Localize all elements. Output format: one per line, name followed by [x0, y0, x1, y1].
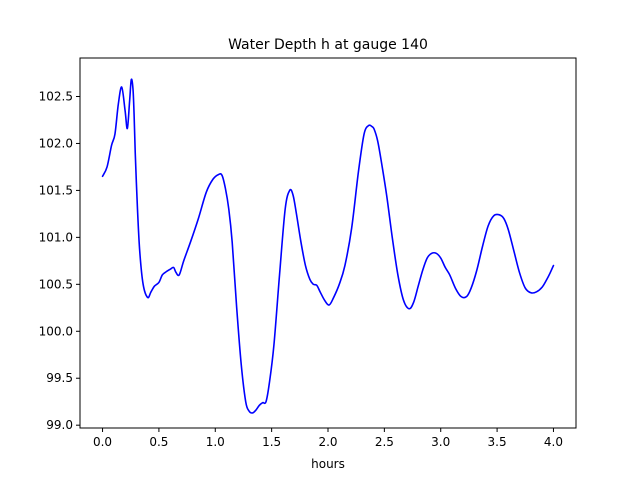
- series-line-0: [101, 78, 555, 414]
- chart-title: Water Depth h at gauge 140: [228, 37, 428, 53]
- x-tick-label: 3.5: [488, 435, 507, 449]
- plot-frame: [79, 57, 577, 429]
- x-axis: 0.0 0.5 1.0 1.5 2.0 2.5 3.0 3.5 4.0: [93, 428, 563, 449]
- y-tick-label: 101.0: [39, 230, 73, 244]
- y-tick-label: 102.0: [39, 136, 73, 150]
- x-tick-label: 3.0: [431, 435, 450, 449]
- x-tick-label: 4.0: [544, 435, 563, 449]
- x-tick-label: 1.0: [206, 435, 225, 449]
- y-tick-label: 100.0: [39, 324, 73, 338]
- x-tick-label: 2.0: [318, 435, 337, 449]
- y-tick-label: 100.5: [39, 277, 73, 291]
- y-tick-label: 102.5: [39, 90, 73, 104]
- x-tick-label: 0.5: [149, 435, 168, 449]
- y-tick-label: 101.5: [39, 183, 73, 197]
- plot-area: [101, 78, 555, 414]
- y-tick-label: 99.0: [46, 418, 73, 432]
- x-tick-label: 1.5: [262, 435, 281, 449]
- x-axis-label: hours: [311, 457, 345, 471]
- x-tick-label: 2.5: [375, 435, 394, 449]
- y-tick-label: 99.5: [46, 371, 73, 385]
- x-tick-label: 0.0: [93, 435, 112, 449]
- y-axis: 99.0 99.5 100.0 100.5 101.0 101.5 102.0 102.5: [39, 90, 80, 432]
